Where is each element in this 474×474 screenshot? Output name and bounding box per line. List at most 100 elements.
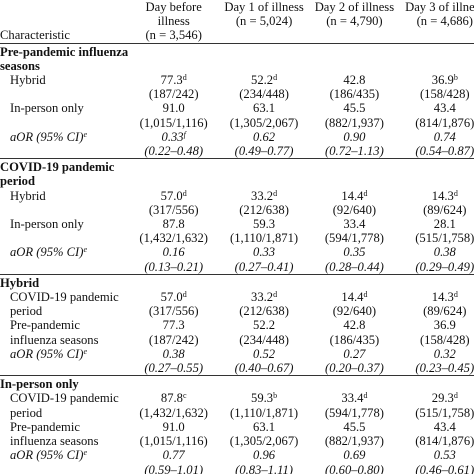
value-cell: 57.0d (317/556) bbox=[129, 189, 219, 217]
value: 87.8 bbox=[162, 217, 185, 232]
value-cell: 91.0 (1,015/1,116) bbox=[129, 101, 219, 129]
empty-cell bbox=[309, 375, 400, 392]
value-line: 0.33 bbox=[219, 245, 309, 259]
value-line: 57.0d bbox=[129, 189, 219, 203]
value-line: 42.8 bbox=[309, 73, 399, 87]
footnote-mark: d bbox=[453, 391, 458, 401]
detail: (0.40–0.67) bbox=[234, 361, 294, 376]
value-line: 59.3 bbox=[219, 217, 309, 231]
data-row: In-person only 87.8 (1,432/1,632) 59.3 (1,11… bbox=[0, 217, 474, 245]
value-cell: 0.69 (0.60–0.80) bbox=[309, 448, 399, 474]
row-label: aOR (95% CI) bbox=[10, 129, 84, 144]
data-row: aOR (95% CI)e 0.38 (0.27–0.55) 0.52 (0.40–0.… bbox=[0, 347, 474, 376]
detail: (187/242) bbox=[148, 332, 199, 347]
detail: (594/1,778) bbox=[324, 231, 384, 246]
data-row: COVID-19 pandemic period 57.0d (317/556) 33… bbox=[0, 290, 474, 318]
detail: (92/640) bbox=[332, 304, 377, 319]
value-line: 0.96 bbox=[219, 448, 309, 462]
value-cell: 59.3 (1,110/1,871) bbox=[219, 217, 309, 245]
value-line: 63.1 bbox=[219, 101, 309, 115]
value-line: 14.3d bbox=[400, 290, 474, 304]
detail: (212/638) bbox=[239, 304, 289, 319]
value: 36.9 bbox=[433, 318, 456, 333]
detail: (234/448) bbox=[239, 87, 289, 102]
header-cell: Characteristic bbox=[0, 0, 129, 44]
detail: (1,432/1,632) bbox=[139, 405, 208, 420]
data-row: Hybrid 77.3d (187/242) 52.2d (234/448) 42.8 (1… bbox=[0, 73, 474, 101]
detail: (317/556) bbox=[148, 202, 199, 217]
value-line: 57.0d bbox=[129, 290, 219, 304]
value-line: 87.8 bbox=[129, 217, 219, 231]
detail: (594/1,778) bbox=[324, 405, 384, 420]
data-row: Pre-pandemic influenza seasons 77.3 (187/2… bbox=[0, 318, 474, 346]
value-cell: 0.27 (0.20–0.37) bbox=[309, 347, 399, 376]
value-cell: 33.4d (594/1,778) bbox=[309, 391, 399, 419]
value-cell: 42.8 (186/435) bbox=[309, 73, 399, 101]
row-label-cell: COVID-19 pandemic period bbox=[0, 391, 129, 419]
value: 33.2 bbox=[251, 290, 274, 305]
value-cell: 52.2d (234/448) bbox=[219, 73, 309, 101]
value: 0.38 bbox=[433, 245, 456, 260]
detail: (1,110/1,871) bbox=[230, 231, 299, 246]
row-label-cell: Pre-pandemic influenza seasons bbox=[0, 318, 129, 346]
value-line: 59.3b bbox=[219, 391, 309, 405]
detail: (0.72–1.13) bbox=[325, 144, 384, 159]
row-label-cell: Pre-pandemic influenza seasons bbox=[0, 420, 129, 448]
footnote-mark: d bbox=[182, 290, 187, 300]
empty-cell bbox=[128, 42, 219, 74]
empty-cell bbox=[128, 273, 219, 291]
footnote-mark: d bbox=[182, 188, 187, 198]
value-line: 0.38 bbox=[129, 347, 219, 361]
detail: (0.60–0.80) bbox=[325, 462, 384, 474]
header-row: Characteristic Day before illness (n = 3,5… bbox=[0, 0, 474, 44]
footnote-mark: d bbox=[363, 188, 368, 198]
data-row: Hybrid 57.0d (317/556) 33.2d (212/638) 14.4d(… bbox=[0, 189, 474, 217]
value-line: 45.5 bbox=[309, 420, 399, 434]
data-row: In-person only 91.0 (1,015/1,116) 63.1 (1,30… bbox=[0, 101, 474, 129]
value-cell: 33.2d (212/638) bbox=[219, 290, 309, 318]
detail: (0.20–0.37) bbox=[325, 361, 384, 376]
value-line: 45.5 bbox=[309, 101, 399, 115]
value-line: 0.33f bbox=[129, 130, 219, 144]
value-cell: 0.38 (0.27–0.55) bbox=[129, 347, 219, 376]
value: 0.74 bbox=[433, 129, 456, 144]
value-line: 36.9 bbox=[400, 318, 474, 332]
footnote-mark: d bbox=[363, 391, 368, 401]
value-line: 33.4d bbox=[309, 391, 399, 405]
empty-cell bbox=[399, 42, 474, 74]
value: 91.0 bbox=[162, 419, 185, 434]
value: 0.53 bbox=[433, 448, 456, 463]
value: 14.4 bbox=[341, 290, 364, 305]
footnote-mark: d bbox=[453, 188, 458, 198]
value-cell: 77.3 (187/242) bbox=[129, 318, 219, 346]
value-cell: 14.3d (89/624) bbox=[400, 189, 474, 217]
value-line: 87.8c bbox=[129, 391, 219, 405]
value-line: 0.74 bbox=[400, 130, 474, 144]
value: 0.38 bbox=[162, 346, 185, 361]
value-cell: 63.1 (1,305/2,067) bbox=[219, 101, 309, 129]
detail: (1,305/2,067) bbox=[229, 115, 299, 130]
footnote-mark: e bbox=[83, 448, 88, 458]
value: 77.3 bbox=[162, 318, 185, 333]
row-label-cell: Hybrid bbox=[0, 73, 129, 101]
row-label-cell: Hybrid bbox=[0, 189, 129, 217]
value: 52.2 bbox=[251, 73, 274, 88]
footnote-mark: d bbox=[453, 290, 458, 300]
empty-cell bbox=[128, 375, 219, 392]
value-cell: 42.8 (186/435) bbox=[309, 318, 399, 346]
footnote-mark: d bbox=[273, 188, 278, 198]
value-cell: 0.33f (0.22–0.48) bbox=[129, 130, 219, 159]
value-cell: 0.52 (0.40–0.67) bbox=[219, 347, 309, 376]
value-line: 0.16 bbox=[129, 245, 219, 259]
detail: (0.49–0.77) bbox=[234, 144, 294, 159]
detail: (1,305/2,067) bbox=[229, 434, 299, 449]
value: 0.35 bbox=[343, 245, 366, 260]
value-line: 0.52 bbox=[219, 347, 309, 361]
value: 43.4 bbox=[433, 101, 456, 116]
footnote-mark: c bbox=[182, 391, 187, 401]
value: 0.52 bbox=[253, 346, 276, 361]
empty-cell bbox=[218, 375, 310, 392]
footnote-mark: b bbox=[273, 391, 278, 401]
value-line: 0.38 bbox=[400, 245, 474, 259]
